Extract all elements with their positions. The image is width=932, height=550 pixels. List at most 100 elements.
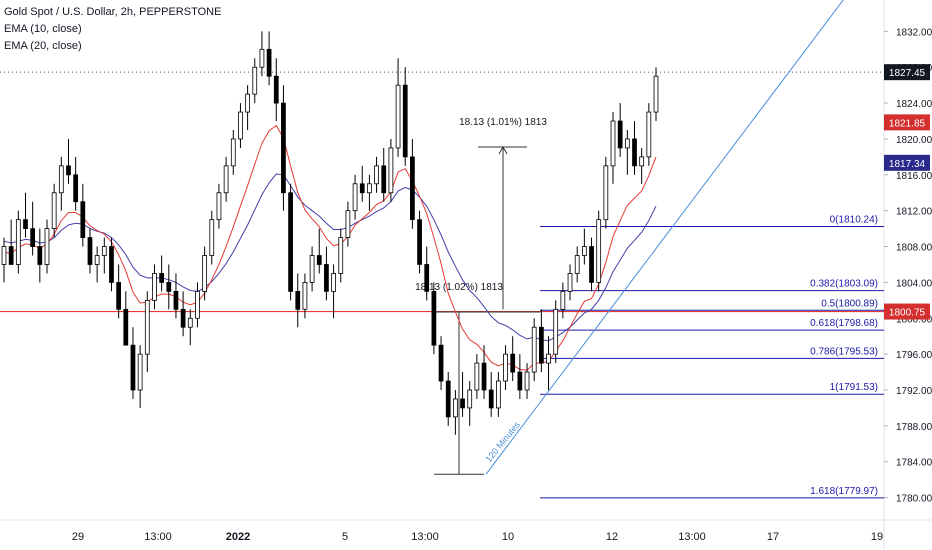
candle-body (281, 102, 286, 194)
candle-body (646, 111, 652, 158)
candle-body (574, 255, 580, 274)
x-tick-label: 19 (871, 531, 883, 543)
candle-body (152, 273, 157, 301)
candle-body (431, 290, 437, 346)
candle-body (596, 219, 602, 283)
ema-slow-label[interactable]: EMA (20, close) (4, 40, 82, 52)
candle-body (123, 308, 129, 346)
candle-body (445, 380, 451, 418)
candle-body (166, 282, 172, 292)
x-tick-label: 2022 (226, 531, 250, 543)
candle-body (324, 264, 329, 292)
y-tick-label: 1820.00 (896, 135, 932, 146)
candle-body (137, 353, 143, 391)
candle-body (481, 362, 487, 391)
candle-body (159, 273, 164, 283)
candle-body (467, 389, 473, 409)
candle-body (44, 228, 50, 265)
candle-body (15, 219, 21, 265)
y-tick-label: 1812.00 (896, 207, 932, 218)
candle-body (531, 326, 537, 373)
candle-body (624, 138, 630, 149)
candle-body (37, 246, 43, 265)
candle-body (130, 344, 136, 391)
candle-body (524, 371, 530, 391)
y-tick-label: 1816.00 (896, 171, 932, 182)
candle-body (546, 353, 551, 364)
candle-body (101, 246, 107, 256)
measure2-arrow (498, 146, 508, 155)
fib-level-label: 0.786(1795.53) (810, 346, 878, 357)
candle-body (553, 308, 559, 355)
y-tick-label: 1824.00 (896, 99, 932, 110)
candle-body (424, 264, 430, 292)
candle-body (395, 84, 401, 149)
candle-body (259, 48, 265, 68)
candle-body (560, 290, 566, 310)
candle-body (273, 75, 279, 104)
candle-body (438, 344, 444, 382)
price-badge (884, 64, 930, 81)
candle-body (266, 48, 272, 77)
candle-body (460, 398, 465, 409)
candle-body (632, 138, 637, 167)
price-badge-label: 1817.34 (889, 159, 926, 170)
symbol-title[interactable]: Gold Spot / U.S. Dollar, 2h, PEPPERSTONE (4, 6, 222, 18)
candle-body (58, 165, 64, 194)
candle-body (388, 147, 394, 194)
measure1-label: 18.13 (1.02%) 1813 (415, 282, 503, 293)
candle-body (216, 192, 222, 221)
candle-body (30, 228, 36, 247)
fib-level-label: 1(1791.53) (830, 382, 878, 393)
candle-body (209, 219, 215, 256)
candle-body (453, 398, 458, 418)
ema-fast-line (3, 124, 657, 371)
candle-body (195, 290, 200, 319)
candle-body (417, 219, 422, 265)
candle-body (23, 219, 28, 230)
candle-body (359, 183, 365, 194)
x-tick-label: 12 (606, 531, 618, 543)
fib-level-label: 0.382(1803.09) (810, 279, 878, 290)
x-tick-label: 13:00 (678, 531, 706, 543)
candle-body (589, 246, 594, 283)
x-tick-label: 13:00 (144, 531, 172, 543)
candle-body (66, 165, 71, 176)
candle-body (245, 93, 250, 113)
price-badge-label: 1821.85 (889, 118, 926, 129)
candle-body (496, 380, 501, 409)
candle-body (309, 255, 315, 283)
candle-body (202, 255, 207, 292)
candle-body (581, 246, 587, 256)
fib-level-label: 0.618(1798.68) (810, 318, 878, 329)
candle-body (180, 308, 186, 328)
candle-body (517, 371, 523, 391)
candle-body (173, 290, 179, 310)
price-badge-label: 1800.75 (889, 308, 926, 319)
price-badge-label: 1827.45 (889, 68, 926, 79)
candle-body (410, 156, 415, 221)
candle-body (316, 255, 322, 265)
chart-legend: Gold Spot / U.S. Dollar, 2h, PEPPERSTONE… (4, 4, 221, 55)
candle-body (51, 192, 57, 230)
candle-body (352, 183, 358, 212)
candle-body (338, 237, 344, 274)
ema-fast-label[interactable]: EMA (10, close) (4, 23, 82, 35)
x-tick-label: 5 (342, 531, 348, 543)
y-tick-label: 1796.00 (896, 350, 932, 361)
measure2-label: 18.13 (1.01%) 1813 (459, 117, 547, 128)
candle-body (381, 165, 387, 194)
candle-body (639, 156, 645, 167)
candle-body (474, 362, 480, 391)
candle-body (653, 75, 659, 113)
fib-level-label: 0(1810.24) (830, 214, 878, 225)
candle-body (302, 282, 308, 310)
candle-body (144, 299, 150, 355)
candle-body (488, 389, 494, 409)
y-tick-label: 1808.00 (896, 243, 932, 254)
candle-body (223, 165, 229, 194)
candle-body (345, 210, 351, 238)
candle-body (238, 111, 243, 140)
